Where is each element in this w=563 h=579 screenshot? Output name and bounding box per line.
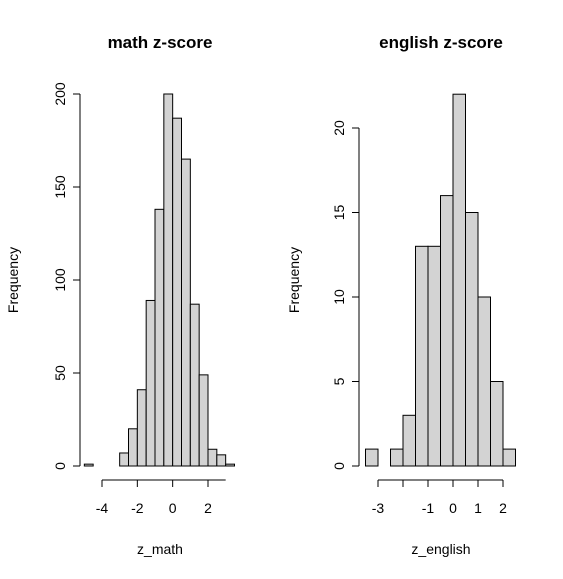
math-bar-0 xyxy=(83,463,94,467)
math-x-tick-label-1: -2 xyxy=(131,500,144,516)
math-bar-15 xyxy=(216,454,227,467)
english-x-tick-label-2: -1 xyxy=(422,500,435,516)
english-bar-2 xyxy=(390,448,404,467)
english-bars xyxy=(365,93,516,467)
english-y-tick-label-0: 0 xyxy=(331,462,347,470)
english-bar-3 xyxy=(402,414,416,467)
english-bar-9 xyxy=(477,296,491,467)
math-bar-6 xyxy=(136,389,147,467)
math-y-tick-label-0: 0 xyxy=(52,462,68,470)
english-x-tick-label-0: -3 xyxy=(372,500,385,516)
english-x-tick-label-5: 2 xyxy=(499,500,507,516)
math-y-tick-label-2: 100 xyxy=(52,268,68,292)
math-histogram-panel: math z-score z_math Frequency -4 -2 0 2 0 50… xyxy=(5,33,236,557)
english-x-tick-label-4: 1 xyxy=(474,500,482,516)
math-bars xyxy=(83,93,236,467)
english-y-tick-label-3: 15 xyxy=(331,205,347,221)
english-y-tick-label-2: 10 xyxy=(331,289,347,305)
english-y-tick-label-4: 20 xyxy=(331,120,347,136)
math-x-tick-label-0: -4 xyxy=(96,500,109,516)
math-bar-4 xyxy=(119,452,129,467)
english-bar-0 xyxy=(365,448,379,467)
english-y-axis-label: Frequency xyxy=(286,247,302,313)
math-bar-16 xyxy=(225,463,236,467)
english-histogram-panel: english z-score z_english Frequency -3 -1… xyxy=(286,33,516,557)
english-bar-7 xyxy=(452,93,466,467)
math-y-axis-label: Frequency xyxy=(5,247,21,313)
math-x-axis: -4 -2 0 2 xyxy=(96,479,226,516)
english-bar-10 xyxy=(490,381,504,467)
english-bar-4 xyxy=(415,245,429,467)
math-bar-5 xyxy=(128,428,138,467)
math-bar-10 xyxy=(172,117,183,467)
math-x-tick-label-2: 0 xyxy=(169,500,177,516)
english-y-tick-label-1: 5 xyxy=(331,377,347,385)
math-y-tick-label-1: 50 xyxy=(52,365,68,381)
math-x-axis-label: z_math xyxy=(137,541,183,557)
math-bar-14 xyxy=(207,448,218,467)
math-bar-11 xyxy=(181,158,191,467)
math-y-tick-label-3: 150 xyxy=(52,175,68,199)
math-y-axis: 0 50 100 150 200 xyxy=(52,82,81,470)
english-bar-11 xyxy=(502,448,516,467)
english-bar-6 xyxy=(440,195,454,467)
english-bar-5 xyxy=(427,245,441,467)
math-bar-9 xyxy=(163,93,174,467)
math-y-tick-label-4: 200 xyxy=(52,82,68,106)
math-chart-title: math z-score xyxy=(108,33,213,52)
math-bar-13 xyxy=(198,374,209,467)
math-bar-7 xyxy=(145,299,156,467)
english-x-axis: -3 -1 0 1 2 xyxy=(372,479,507,516)
math-x-tick-label-3: 2 xyxy=(204,500,212,516)
english-x-axis-label: z_english xyxy=(411,541,470,557)
math-bar-8 xyxy=(154,208,165,467)
math-bar-12 xyxy=(189,303,200,467)
english-x-tick-label-3: 0 xyxy=(449,500,457,516)
english-bar-8 xyxy=(465,212,479,467)
english-y-axis: 0 5 10 15 20 xyxy=(331,120,360,470)
english-chart-title: english z-score xyxy=(379,33,503,52)
